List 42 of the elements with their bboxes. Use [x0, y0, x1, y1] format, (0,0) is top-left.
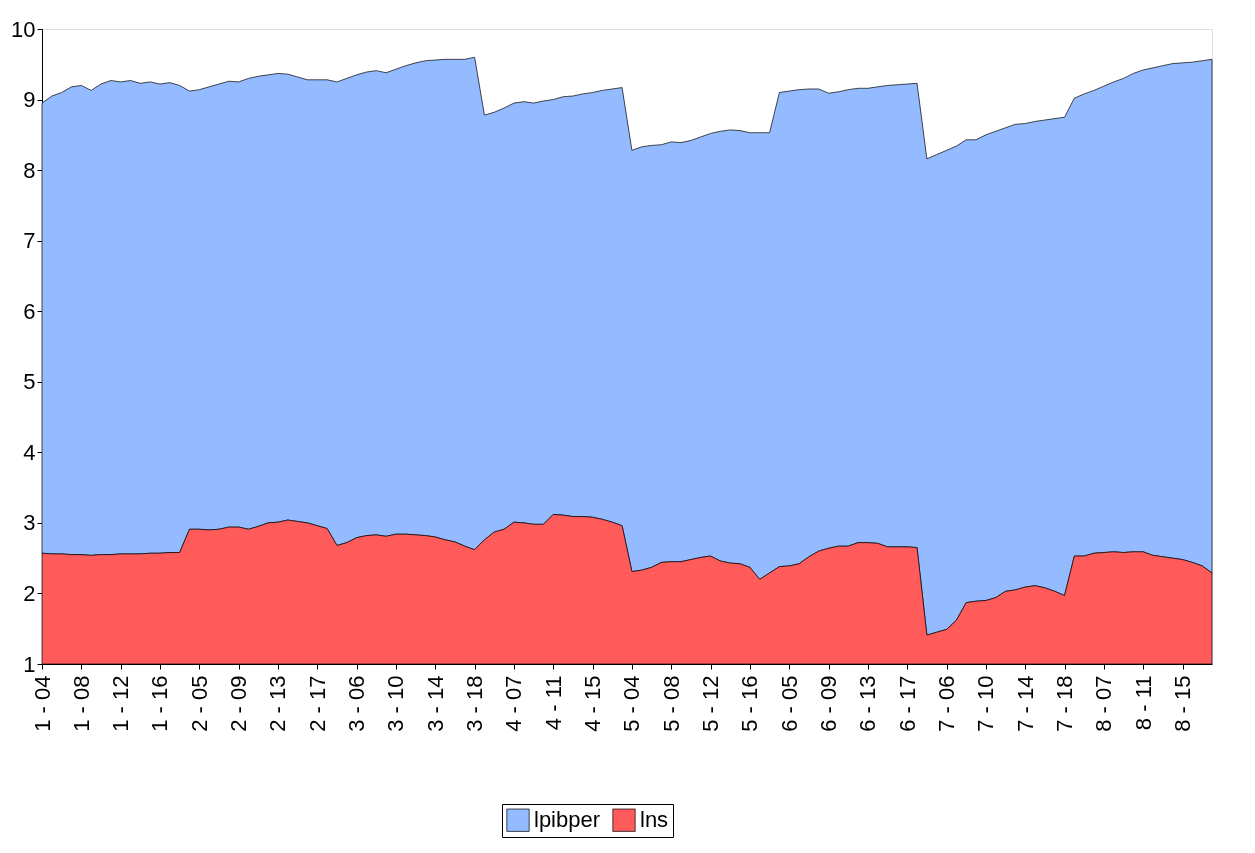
y-tick-label: 1 [23, 651, 36, 677]
y-tick-label: 2 [23, 580, 36, 606]
x-tick-label: 5 - 08 [658, 675, 684, 732]
x-tick-label: 5 - 16 [737, 675, 763, 732]
x-tick-label: 3 - 14 [422, 675, 448, 732]
x-tick-label: 4 - 07 [501, 675, 527, 732]
y-tick-label: 8 [23, 157, 36, 183]
y-tick-label: 7 [23, 228, 36, 254]
x-tick-label: 6 - 09 [816, 675, 842, 732]
x-tick-label: 5 - 12 [698, 675, 724, 732]
x-tick-label: 8 - 07 [1091, 675, 1117, 732]
y-tick-label: 4 [23, 439, 36, 465]
x-tick-label: 3 - 10 [383, 675, 409, 732]
x-tick-label: 5 - 04 [619, 675, 645, 732]
y-tick-label: 3 [23, 510, 36, 536]
legend-label: lpibper [534, 807, 601, 833]
x-tick-label: 3 - 06 [344, 675, 370, 732]
x-tick-label: 4 - 11 [540, 675, 566, 731]
x-tick-label: 3 - 18 [462, 675, 488, 732]
x-tick-label: 6 - 05 [776, 675, 802, 732]
x-tick-label: 7 - 18 [1052, 675, 1078, 732]
x-tick-label: 1 - 12 [108, 675, 134, 732]
legend-label: lns [640, 807, 669, 833]
y-tick-label: 9 [23, 87, 36, 113]
x-tick-label: 8 - 11 [1130, 675, 1156, 731]
x-tick-label: 8 - 15 [1170, 675, 1195, 732]
y-tick-label: 6 [23, 298, 36, 324]
y-tick-label: 10 [11, 16, 36, 42]
x-tick-label: 2 - 17 [304, 675, 330, 732]
x-tick-label: 7 - 10 [973, 675, 999, 732]
y-tick-label: 5 [23, 369, 36, 395]
x-tick-label: 1 - 16 [147, 675, 173, 732]
x-tick-label: 4 - 15 [580, 675, 606, 732]
x-tick-label: 2 - 05 [186, 675, 212, 732]
x-tick-label: 1 - 04 [29, 675, 55, 732]
x-tick-label: 7 - 14 [1012, 675, 1038, 732]
x-tick-label: 6 - 17 [894, 675, 920, 732]
x-tick-label: 6 - 13 [855, 675, 881, 732]
x-tick-label: 7 - 06 [934, 675, 960, 732]
x-tick-label: 2 - 13 [265, 675, 291, 732]
x-tick-label: 1 - 08 [68, 675, 94, 732]
x-tick-label: 2 - 09 [226, 675, 252, 732]
